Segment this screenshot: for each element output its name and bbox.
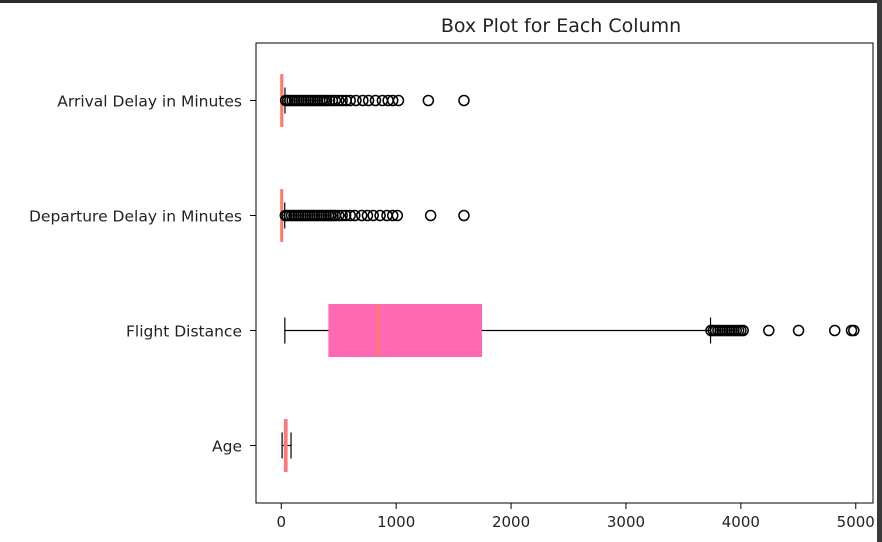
x-tick-label: 3000: [607, 513, 645, 531]
outlier-point: [392, 94, 405, 107]
outlier-point: [357, 94, 369, 107]
y-tick-label: Age: [212, 438, 242, 456]
window-top-border: [0, 0, 882, 3]
outlier-point: [422, 94, 435, 107]
outlier-point: [355, 209, 368, 222]
outlier-point: [349, 209, 361, 222]
outlier-point: [329, 94, 342, 107]
outlier-point: [362, 94, 375, 107]
y-tick-label: Departure Delay in Minutes: [29, 208, 242, 226]
outlier-point: [369, 94, 382, 107]
outlier-point: [339, 209, 352, 222]
outlier-point: [350, 94, 362, 107]
window-right-border: [877, 0, 882, 542]
outlier-point: [374, 209, 386, 222]
outlier-point: [361, 209, 374, 222]
outlier-point: [391, 209, 404, 222]
x-tick-label: 2000: [492, 513, 530, 531]
outlier-point: [424, 209, 437, 222]
outlier-point: [332, 209, 345, 222]
x-tick-label: 0: [277, 513, 287, 531]
outlier-point: [458, 94, 470, 107]
outlier-point: [386, 94, 399, 107]
y-tick-label: Flight Distance: [126, 323, 242, 341]
outlier-point: [792, 324, 805, 337]
box-iqr: [328, 304, 483, 357]
outlier-point: [458, 209, 470, 222]
plot-area: [255, 42, 874, 504]
outlier-point: [323, 94, 336, 107]
x-tick-label: 1000: [377, 513, 415, 531]
outlier-point: [828, 324, 841, 337]
x-tick-label: 4000: [722, 513, 760, 531]
outlier-point: [763, 324, 775, 337]
x-tick-label: 5000: [837, 513, 875, 531]
outlier-point: [336, 209, 348, 222]
outlier-point: [336, 94, 348, 107]
outlier-point: [848, 324, 860, 337]
chart-title: Box Plot for Each Column: [441, 15, 681, 37]
y-tick-label: Arrival Delay in Minutes: [57, 93, 242, 111]
outlier-point: [386, 209, 399, 222]
outlier-point: [344, 209, 356, 222]
outlier-point: [344, 94, 356, 107]
outlier-point: [332, 94, 345, 107]
outlier-point: [320, 94, 333, 107]
outlier-point: [367, 209, 379, 222]
outlier-point: [737, 324, 749, 337]
